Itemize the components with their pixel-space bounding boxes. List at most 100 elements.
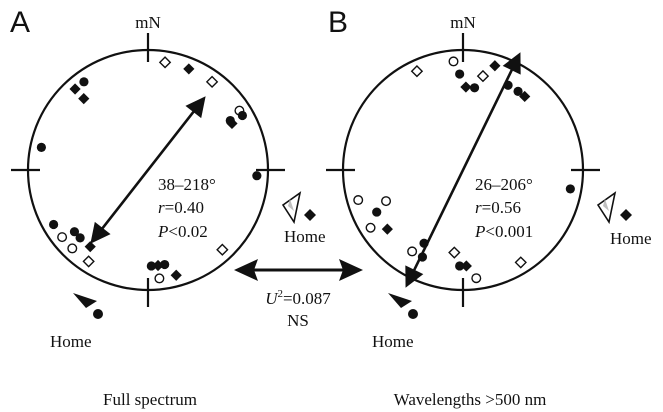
point-open-diamond — [514, 256, 527, 269]
stat-range-b: 26–206° — [475, 175, 533, 194]
stat-range-a: 38–218° — [158, 175, 216, 194]
u-symbol: U — [265, 289, 279, 308]
comparison-group: U2=0.087 NS — [234, 259, 363, 330]
point-filled-circle — [372, 207, 382, 217]
symbols-a — [11, 33, 285, 307]
point-open-circle — [365, 222, 376, 233]
home-label-outer-b: Home — [610, 229, 652, 248]
point-filled-diamond — [519, 90, 531, 103]
mean-axis-arrowhead-icon — [405, 265, 424, 288]
point-open-diamond — [158, 56, 172, 69]
u-squared-stat: U2=0.087 — [265, 288, 331, 308]
point-open-diamond — [476, 69, 490, 83]
stat-r-symbol-b: r — [475, 198, 482, 217]
stat-r-b: r=0.56 — [475, 198, 521, 217]
point-open-circle — [381, 196, 392, 207]
panel-letter-a: A — [10, 6, 30, 39]
point-filled-diamond — [226, 117, 238, 130]
caption-a: Full spectrum — [103, 390, 197, 409]
point-open-diamond — [205, 75, 219, 89]
point-filled-circle — [469, 83, 480, 93]
caption-b: Wavelengths >500 nm — [394, 390, 547, 409]
point-filled-circle — [49, 219, 59, 230]
mean-axis-arrow-a — [90, 96, 206, 244]
point-open-circle — [57, 232, 68, 243]
point-open-circle — [154, 273, 165, 284]
mean-axis-shaft — [412, 67, 514, 273]
north-label-b: mN — [450, 13, 476, 32]
point-open-diamond — [82, 255, 95, 268]
home-label-inner-a: Home — [50, 332, 92, 351]
home-filled-triangle-icon — [388, 293, 412, 308]
stat-p-b: P<0.001 — [474, 222, 533, 241]
point-open-circle — [407, 246, 418, 257]
mean-axis-shaft — [100, 109, 196, 231]
point-open-circle — [353, 195, 364, 206]
point-filled-diamond — [170, 269, 182, 281]
stat-p-value-a: <0.02 — [168, 222, 207, 241]
stat-r-value-b: =0.56 — [482, 198, 521, 217]
home-label-inner-b: Home — [372, 332, 414, 351]
home-inner-b: Home — [372, 293, 418, 351]
home-filled-circle-icon — [408, 309, 418, 319]
point-open-circle — [448, 56, 459, 67]
point-filled-circle — [455, 69, 465, 79]
home-outer-b: Home — [596, 191, 652, 248]
point-open-diamond — [216, 243, 229, 256]
point-open-diamond — [448, 246, 461, 259]
stat-r-a: r=0.40 — [158, 198, 204, 217]
point-filled-circle — [160, 259, 170, 270]
point-filled-circle — [146, 261, 156, 271]
home-filled-circle-icon — [93, 309, 103, 319]
point-filled-circle — [69, 227, 80, 237]
point-open-circle — [471, 273, 482, 284]
comparison-arrow-right-icon — [339, 259, 363, 281]
point-filled-diamond — [152, 259, 164, 272]
home-filled-triangle-icon — [73, 293, 97, 308]
stat-r-value-a: =0.40 — [165, 198, 204, 217]
home-filled-diamond-icon — [304, 209, 316, 221]
point-filled-circle — [252, 171, 262, 181]
stat-r-symbol-a: r — [158, 198, 165, 217]
home-filled-diamond-icon — [620, 209, 632, 221]
stat-p-a: P<0.02 — [157, 222, 208, 241]
point-filled-diamond — [78, 93, 90, 105]
point-filled-diamond — [460, 81, 472, 93]
home-inner-a: Home — [50, 293, 103, 351]
point-filled-diamond — [183, 63, 195, 75]
point-filled-diamond — [489, 60, 501, 72]
home-outer-a: Home — [281, 191, 326, 246]
u-superscript: 2 — [277, 288, 283, 300]
point-filled-circle — [513, 86, 523, 96]
point-filled-diamond — [460, 260, 472, 272]
comparison-arrow-left-icon — [234, 259, 258, 281]
stat-p-symbol-a: P — [157, 222, 168, 241]
stat-p-value-b: <0.001 — [485, 222, 533, 241]
home-triangle-shade-icon — [603, 199, 609, 211]
point-filled-diamond — [69, 83, 81, 95]
mean-axis-arrowhead-icon — [502, 52, 521, 75]
north-label-a: mN — [135, 13, 161, 32]
mean-axis-arrowhead-icon — [185, 96, 206, 119]
point-filled-diamond — [84, 241, 96, 253]
panel-a: A mN 38–218° r=0.40 P<0.02 Home Home Ful… — [10, 6, 326, 409]
symbols-b — [326, 33, 600, 307]
point-open-circle — [67, 243, 78, 254]
point-filled-circle — [79, 77, 89, 87]
u-value: =0.087 — [283, 289, 331, 308]
point-filled-circle — [75, 233, 85, 243]
panel-letter-b: B — [328, 6, 348, 39]
significance-label: NS — [287, 311, 309, 330]
point-filled-diamond — [381, 223, 393, 235]
mean-axis-arrowhead-icon — [90, 221, 111, 244]
panel-b: B mN 26–206° r=0.56 P<0.001 Home Home Wa… — [326, 6, 652, 409]
home-label-outer-a: Home — [284, 227, 326, 246]
point-open-diamond — [410, 65, 424, 78]
point-filled-circle — [36, 142, 46, 152]
point-filled-circle — [237, 110, 247, 121]
home-triangle-shade-icon — [288, 199, 294, 211]
point-filled-circle — [565, 184, 575, 194]
mean-axis-arrow-b — [405, 52, 521, 288]
